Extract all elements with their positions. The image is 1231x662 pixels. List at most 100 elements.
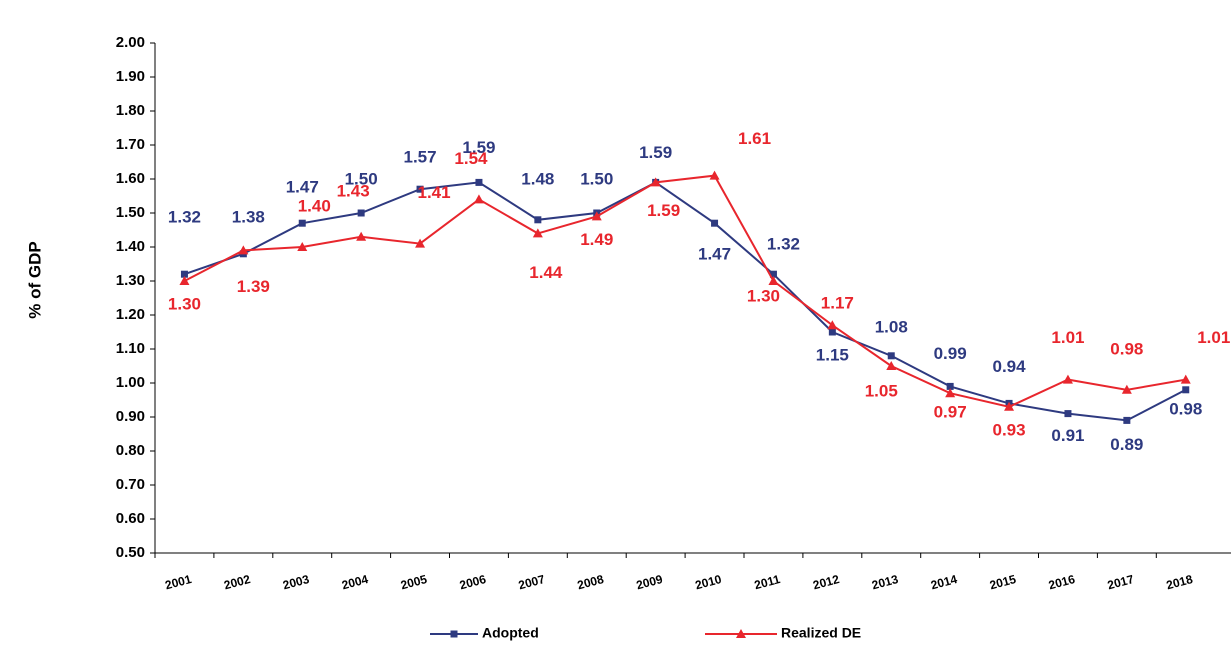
x-tick-label: 2014 [929,572,959,593]
marker [180,270,188,278]
y-tick-label: 1.20 [116,306,145,323]
marker [238,245,249,255]
marker [1004,401,1015,411]
y-tick-label: 0.80 [116,442,145,459]
marker [179,276,190,285]
marker [532,228,543,238]
legend-label: Realized DE [781,625,861,641]
data-label: 1.50 [345,169,378,188]
marker [650,177,661,187]
data-label: 0.93 [993,420,1026,439]
y-tick-label: 0.70 [116,476,145,493]
data-label: 1.38 [232,207,265,226]
data-label: 1.15 [816,345,849,364]
marker [357,209,365,217]
y-tick-label: 1.80 [116,102,145,119]
y-tick-label: 1.30 [116,272,145,289]
data-label: 1.50 [580,169,613,188]
data-label: 0.97 [934,403,967,422]
marker [416,185,424,193]
data-label: 1.44 [529,263,563,282]
data-label: 1.54 [454,149,488,168]
y-tick-label: 1.10 [116,340,145,357]
data-label: 1.30 [747,286,780,305]
marker [711,219,719,227]
data-label: 1.59 [639,143,672,162]
marker [828,328,836,336]
marker [945,388,956,398]
data-label: 1.41 [418,183,451,202]
marker [534,216,542,224]
legend-label: Adopted [482,625,539,641]
data-label: 0.89 [1110,435,1143,454]
x-tick-label: 2006 [458,572,488,593]
data-label: 1.08 [875,317,908,336]
x-tick-label: 2008 [576,572,606,593]
series-line [184,181,1187,422]
data-label: 1.32 [168,208,201,227]
y-axis-title: % of GDP [25,241,44,318]
y-tick-label: 0.50 [116,544,145,561]
marker [356,231,367,241]
data-label: 0.91 [1051,426,1084,445]
x-tick-label: 2005 [399,572,429,593]
data-label: 0.94 [993,357,1027,376]
marker [886,361,897,370]
y-tick-label: 1.60 [116,170,145,187]
x-tick-label: 2013 [870,572,900,593]
y-tick-label: 1.40 [116,238,145,255]
data-label: 1.47 [698,245,731,264]
data-label: 1.61 [738,129,771,148]
x-tick-label: 2003 [281,572,311,593]
marker [709,170,720,180]
data-label: 1.57 [404,148,437,167]
data-label: 1.48 [521,169,554,188]
legend-marker [736,629,746,638]
data-label: 1.59 [462,138,495,157]
x-tick-label: 2015 [988,572,1018,593]
marker [298,219,306,227]
x-tick-label: 2018 [1165,572,1195,593]
marker [297,242,308,251]
data-label: 0.99 [934,344,967,363]
y-tick-label: 1.70 [116,136,145,153]
series-line [183,174,1186,408]
data-label: 1.43 [337,181,370,200]
marker [1123,416,1131,424]
data-label: 1.40 [298,196,331,215]
marker [827,320,838,330]
x-tick-label: 2016 [1047,572,1077,593]
y-tick-label: 0.90 [116,408,145,425]
marker [1182,386,1190,394]
y-tick-label: 0.60 [116,510,145,527]
data-label: 1.01 [1197,328,1230,347]
marker [1064,410,1072,418]
marker [415,238,426,248]
y-tick-label: 2.00 [116,34,145,51]
data-label: 1.05 [865,381,898,400]
x-tick-label: 2002 [222,572,252,593]
data-label: 1.47 [286,178,319,197]
x-tick-label: 2010 [694,572,724,593]
marker [475,178,483,186]
marker [1062,374,1073,384]
x-tick-label: 2009 [635,572,665,593]
data-label: 1.17 [821,294,854,313]
data-label: 1.01 [1051,328,1084,347]
y-tick-label: 1.90 [116,68,145,85]
x-tick-label: 2007 [517,572,547,593]
marker [1180,374,1191,384]
data-label: 1.32 [767,235,800,254]
x-tick-label: 2017 [1106,572,1136,593]
x-tick-label: 2012 [811,572,841,593]
marker [946,382,954,390]
data-label: 0.98 [1110,339,1143,358]
data-label: 1.39 [237,277,270,296]
marker [473,194,484,204]
legend-marker [450,630,458,638]
data-label: 1.49 [580,230,613,249]
marker [591,211,602,221]
data-label: 0.98 [1169,399,1202,418]
x-tick-label: 2011 [753,572,782,592]
